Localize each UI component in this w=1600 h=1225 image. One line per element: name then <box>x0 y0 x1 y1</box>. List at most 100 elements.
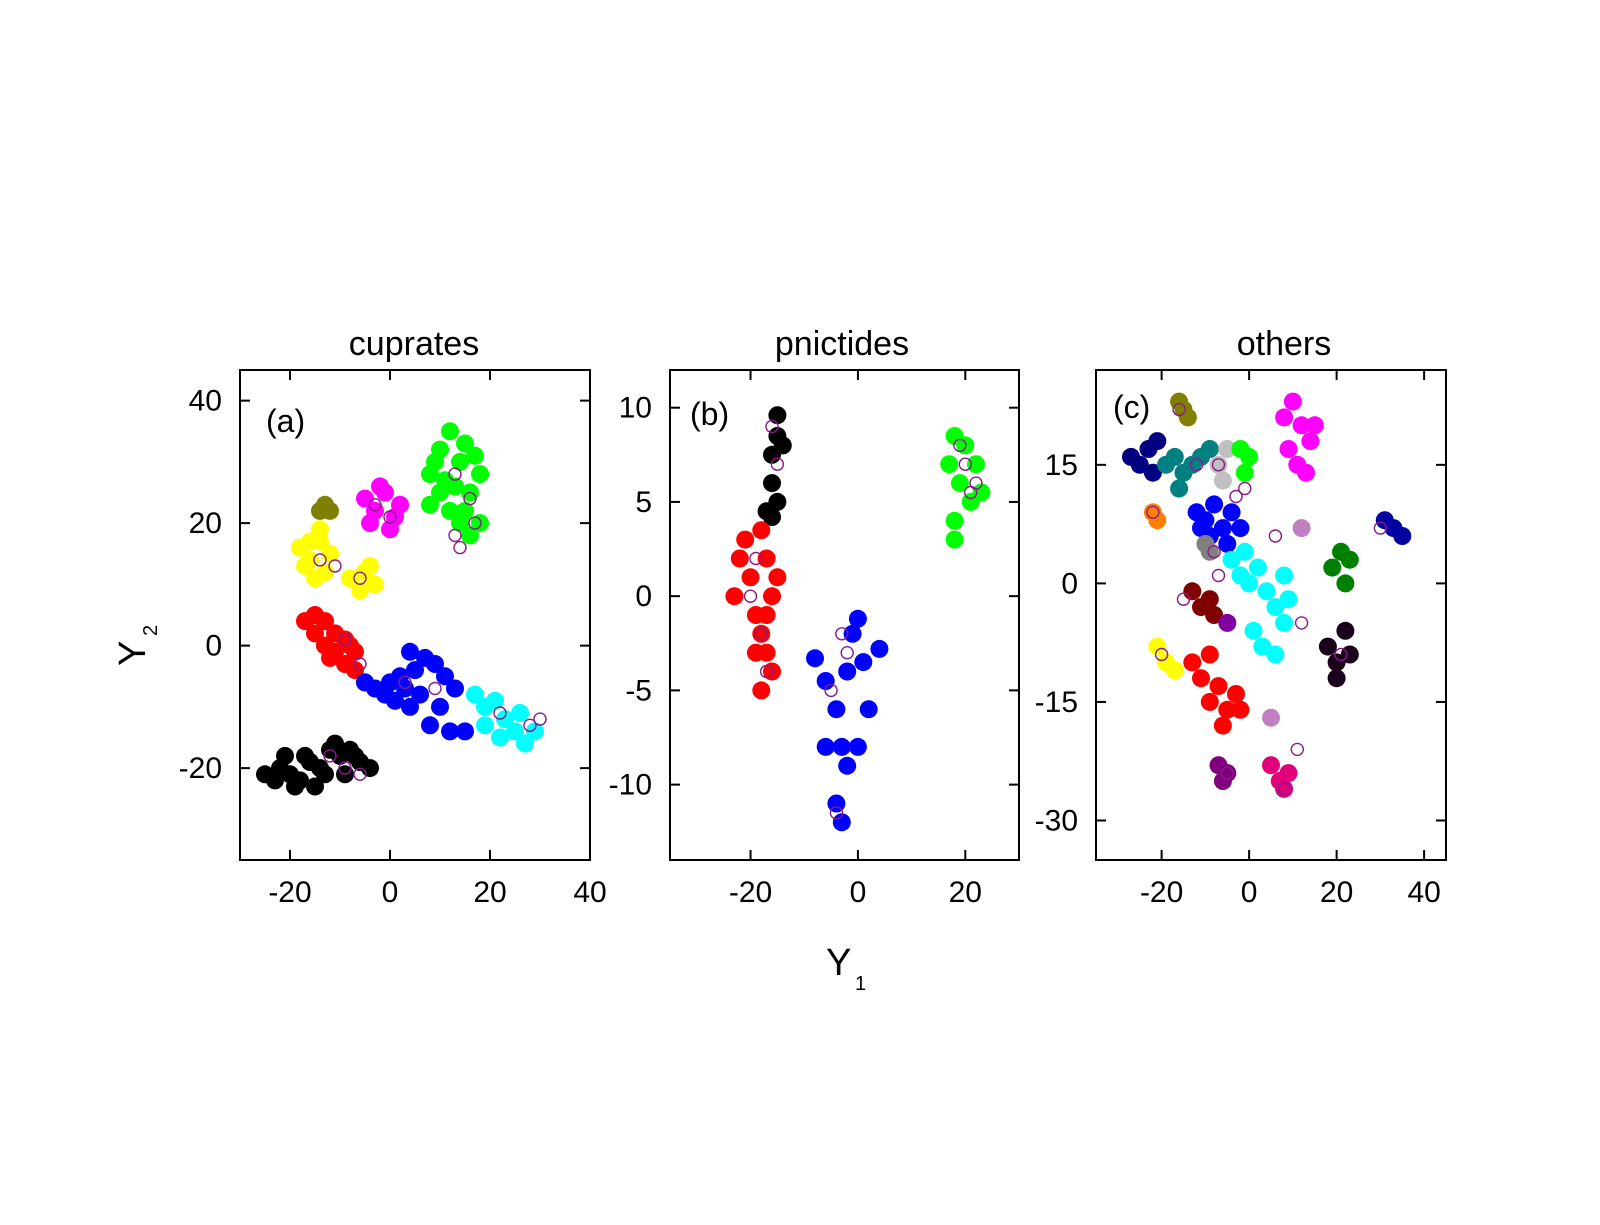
panel-c-cluster-12-point-0 <box>1148 637 1167 656</box>
panel-a-cluster-7-point-4 <box>506 722 524 741</box>
panel-a-cluster-6-point-9 <box>446 679 464 698</box>
panel-b-open-marker-9 <box>829 806 844 820</box>
panel-b-cluster-3-point-3 <box>967 455 985 474</box>
panel-a-cluster-7-point-5 <box>516 734 534 753</box>
panel-c-open-marker-13 <box>1334 647 1348 662</box>
panel-c-cluster-13-point-5 <box>1227 685 1245 703</box>
panel-a-open-marker-8 <box>448 467 462 481</box>
panel-a-open-marker-13 <box>398 675 412 690</box>
panel-a-cluster-2-point-2 <box>321 501 339 520</box>
panel-b-label: (b) <box>690 396 729 432</box>
panel-c-cluster-14-point-0 <box>1323 558 1342 577</box>
panel-c-cluster-16-point-3 <box>1327 669 1346 688</box>
panel-a-cluster-0-point-15 <box>306 777 324 796</box>
panel-b-xtick-label-1: 0 <box>850 876 867 909</box>
panel-c-cluster-13-point-7 <box>1213 716 1232 735</box>
panel-b-ytick-label-2: 0 <box>635 580 652 613</box>
panel-c-cluster-14-point-3 <box>1336 574 1355 593</box>
panel-b-open-marker-5 <box>749 551 763 566</box>
panel-c-cluster-13-point-8 <box>1231 700 1250 719</box>
panel-b-open-marker-10 <box>953 438 967 453</box>
panel-c-cluster-6-point-1 <box>1148 511 1167 530</box>
panel-a-cluster-5-point-1 <box>306 624 324 643</box>
panel-b-cluster-1-point-2 <box>736 530 755 549</box>
panel-c-cluster-12-point-2 <box>1165 661 1184 680</box>
panel-b-cluster-2-point-12 <box>870 639 889 658</box>
panel-b-open-marker-11 <box>958 457 972 471</box>
panel-a-cluster-6-point-3 <box>386 691 404 710</box>
panel-c-open-marker-11 <box>1220 766 1235 780</box>
panel-b-frame <box>669 369 1020 861</box>
panel-c-label: (c) <box>1113 389 1150 425</box>
panel-c-cluster-8-point-2 <box>1240 574 1259 593</box>
panel-a-xtick-label-3: 40 <box>573 876 606 909</box>
panel-b-cluster-2-point-6 <box>843 624 862 643</box>
panel-a-ytick-label-1: 0 <box>205 630 222 663</box>
panel-b-open-marker-2 <box>743 589 758 603</box>
panel-a-cluster-4-point-9 <box>461 526 479 545</box>
panel-c-cluster-1-point-4 <box>1143 463 1162 482</box>
panel-c-open-marker-9 <box>1373 521 1388 535</box>
panel-b-cluster-2-point-0 <box>806 649 824 668</box>
panel-b-cluster-2-point-5 <box>838 662 857 681</box>
panel-a-open-marker-10 <box>468 516 482 530</box>
panel-a-cluster-6-point-10 <box>431 697 449 716</box>
panel-a-xtick-label-2: 20 <box>473 876 506 909</box>
panel-c-cluster-4-point-2 <box>1235 463 1254 482</box>
panel-a-cluster-3-point-5 <box>381 520 399 539</box>
panel-c-cluster-15-point-2 <box>1393 527 1412 545</box>
panel-a-cluster-6-point-17 <box>381 673 399 692</box>
panel-c-frame <box>1095 369 1447 861</box>
panel-c-open-marker-10 <box>1277 782 1291 796</box>
panel-a-cluster-6-point-14 <box>411 685 429 704</box>
panel-b-cluster-2-point-14 <box>832 813 851 832</box>
panel-c-cluster-8-point-10 <box>1266 645 1285 664</box>
panel-a-cluster-3-point-6 <box>391 495 409 514</box>
panel-a-cluster-1-point-9 <box>366 575 384 594</box>
panel-b-open-marker-1 <box>770 457 785 471</box>
panel-a-x-axis: -20 0 20 40 <box>268 370 607 909</box>
panel-b-cluster-1-point-1 <box>730 549 749 568</box>
panel-a-cluster-5-point-11 <box>306 606 324 624</box>
panel-a-cluster-1-point-7 <box>341 569 359 588</box>
panel-b-cluster-2-point-1 <box>816 672 835 690</box>
panel-a-open-marker-0 <box>323 749 337 763</box>
panel-b-ytick-label-4: 10 <box>619 392 652 425</box>
panel-c-cluster-5-point-3 <box>1301 432 1320 451</box>
panel-b-open-marker-7 <box>840 646 854 660</box>
panel-a-cluster-7-point-3 <box>496 710 514 729</box>
panel-b-open-marker-8 <box>824 683 838 698</box>
panel-c-cluster-16-point-0 <box>1318 637 1337 656</box>
panel-a-cluster-7-point-7 <box>491 728 509 747</box>
y-axis-label: Y 2 <box>112 625 162 666</box>
panel-b-cluster-1-point-0 <box>725 587 744 606</box>
panel-a-cluster-6-point-11 <box>421 716 439 735</box>
panel-c-cluster-5-point-7 <box>1305 416 1324 435</box>
panel-a-open-marker-3 <box>313 553 327 567</box>
panel-a-cluster-0-point-18 <box>266 771 284 790</box>
panel-c-cluster-3-point-1 <box>1218 440 1237 458</box>
panel-b-cluster-3-point-5 <box>961 492 980 511</box>
panel-c-xtick-label-2: 20 <box>1320 876 1353 909</box>
panel-a-cluster-3-point-4 <box>361 514 379 533</box>
panel-a-open-marker-9 <box>463 491 477 506</box>
panel-c-cluster-5-point-1 <box>1283 392 1302 411</box>
panel-c-cluster-2-point-1 <box>1165 447 1184 466</box>
panel-b-cluster-1-point-12 <box>752 521 771 540</box>
panel-b-plot-area <box>725 406 991 832</box>
panel-a-cluster-4-point-5 <box>471 465 489 484</box>
panel-a-cluster-1-point-10 <box>351 581 369 600</box>
panel-c-open-marker-0 <box>1146 505 1160 519</box>
panel-b-cluster-3-point-0 <box>940 455 959 474</box>
panel-a-open-marker-12 <box>353 657 367 671</box>
panel-b-open-marker-4 <box>759 664 774 679</box>
panel-c-open-marker-6 <box>1211 568 1226 583</box>
panel-a-open-marker-18 <box>448 528 462 543</box>
panel-a-cluster-4-point-7 <box>441 501 459 520</box>
panel-a-cluster-6-point-5 <box>406 661 424 680</box>
panel-a-cluster-0-point-10 <box>361 759 379 778</box>
panel-c-xtick-label-3: 40 <box>1407 876 1440 909</box>
panel-a-cluster-4-point-16 <box>446 477 464 496</box>
panel-a-open-marker-6 <box>368 498 382 512</box>
panel-c-cluster-13-point-4 <box>1218 700 1237 719</box>
